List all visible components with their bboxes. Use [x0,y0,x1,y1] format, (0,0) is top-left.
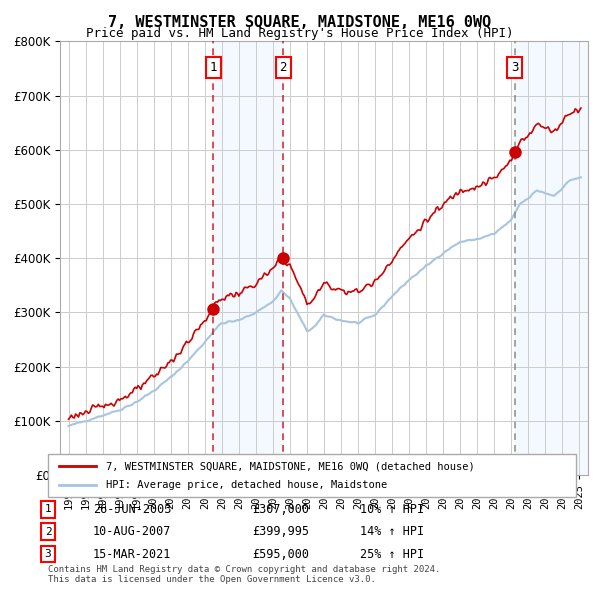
Text: 7, WESTMINSTER SQUARE, MAIDSTONE, ME16 0WQ (detached house): 7, WESTMINSTER SQUARE, MAIDSTONE, ME16 0… [106,461,475,471]
Text: £399,995: £399,995 [252,525,309,538]
Text: HPI: Average price, detached house, Maidstone: HPI: Average price, detached house, Maid… [106,480,388,490]
FancyBboxPatch shape [48,454,576,497]
Text: 3: 3 [44,549,52,559]
Bar [515,41,588,475]
Text: 1: 1 [44,504,52,514]
Text: 2: 2 [44,527,52,536]
Text: 26-JUN-2003: 26-JUN-2003 [93,503,172,516]
Text: Contains HM Land Registry data © Crown copyright and database right 2024.
This d: Contains HM Land Registry data © Crown c… [48,565,440,584]
Text: 15-MAR-2021: 15-MAR-2021 [93,548,172,560]
Text: 1: 1 [209,61,217,74]
Bar [213,41,283,475]
Text: 10-AUG-2007: 10-AUG-2007 [93,525,172,538]
Text: 2: 2 [280,61,287,74]
Text: 7, WESTMINSTER SQUARE, MAIDSTONE, ME16 0WQ: 7, WESTMINSTER SQUARE, MAIDSTONE, ME16 0… [109,15,491,30]
Text: 25% ↑ HPI: 25% ↑ HPI [360,548,424,560]
Text: Price paid vs. HM Land Registry's House Price Index (HPI): Price paid vs. HM Land Registry's House … [86,27,514,40]
Text: 14% ↑ HPI: 14% ↑ HPI [360,525,424,538]
Text: £307,000: £307,000 [252,503,309,516]
Text: 10% ↑ HPI: 10% ↑ HPI [360,503,424,516]
Text: £595,000: £595,000 [252,548,309,560]
Text: 3: 3 [511,61,518,74]
